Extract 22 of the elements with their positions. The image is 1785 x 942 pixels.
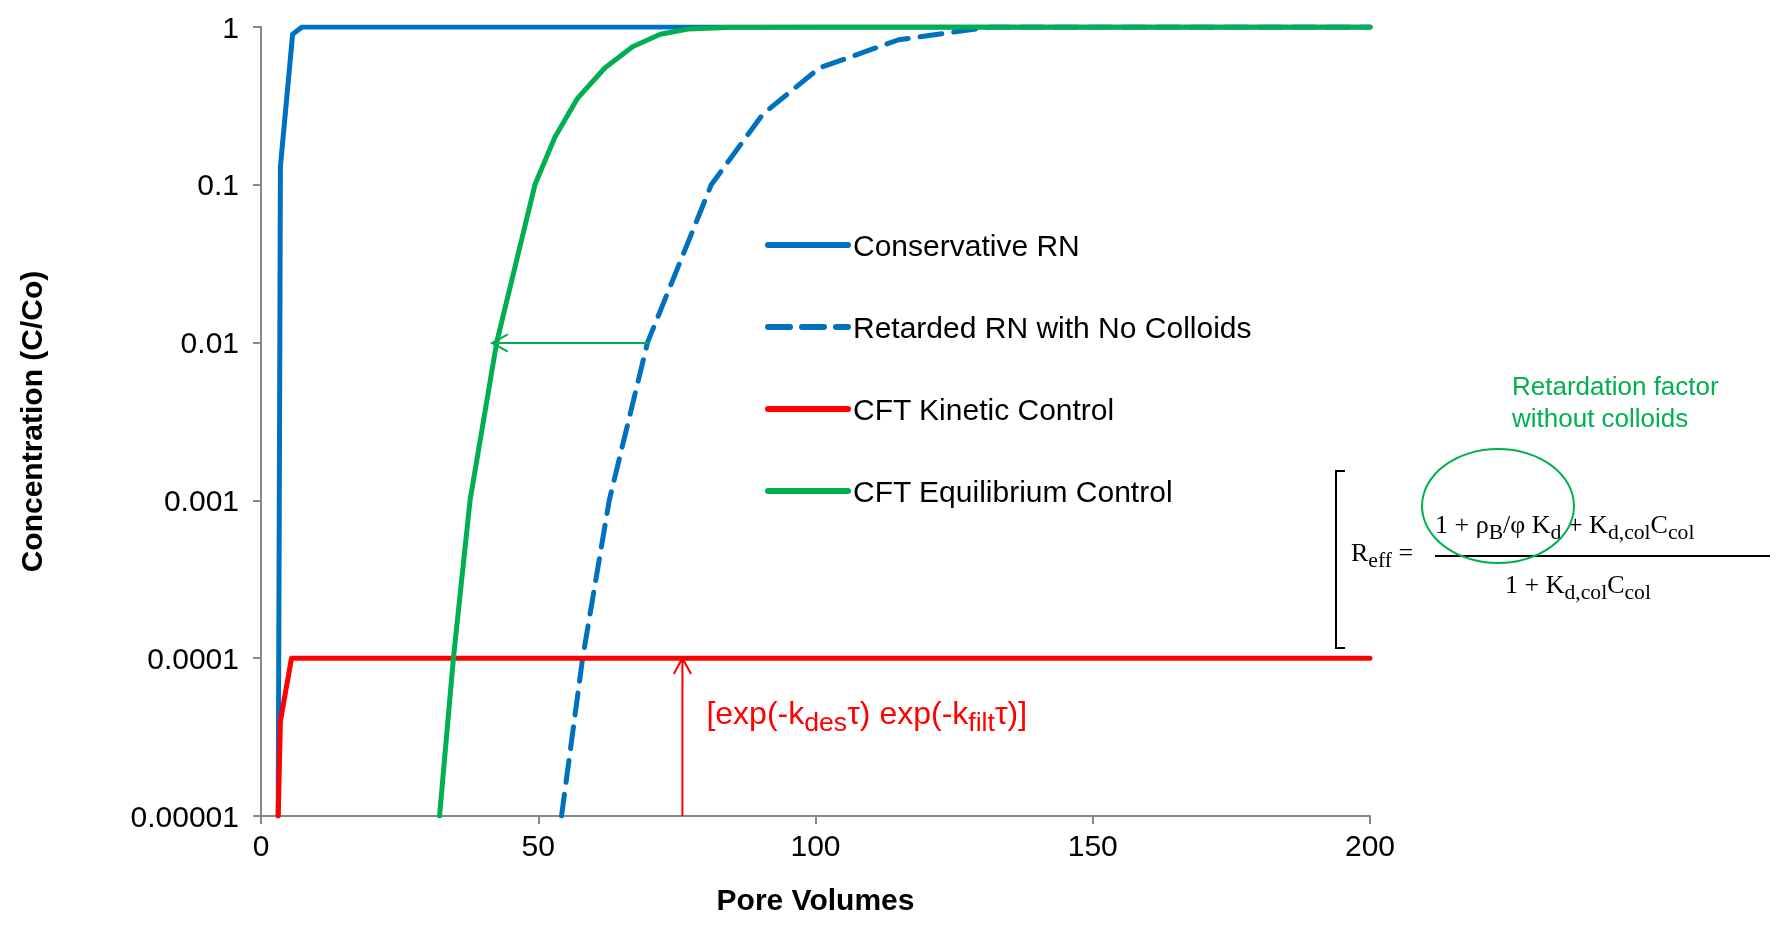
annotation: [exp(-k$_{des}$τ) exp(-k$_{filt}$τ)] <box>706 695 1028 739</box>
x-tick-label: 100 <box>790 828 841 862</box>
y-tick-label: 0.01 <box>180 326 239 360</box>
y-tick-label: 1 <box>222 10 239 44</box>
text: 1 + K$_{d,col}$C$_{col}$ <box>1505 570 1651 606</box>
x-tick-label: 200 <box>1344 828 1396 862</box>
y-tick-label: 0.00001 <box>130 799 239 833</box>
y-tick-label: 0.001 <box>163 483 239 517</box>
legend-label: Conservative RN <box>853 228 1080 262</box>
x-tick-label: 150 <box>1067 828 1118 862</box>
text: Retardation factor without colloids <box>1512 370 1720 434</box>
text: 1 + ρ$_{B}$/φ K$_{d}$ + K$_{d,col}$C$_{col}$ <box>1435 510 1695 546</box>
x-tick-label: 0 <box>252 828 270 862</box>
annotation: R$_{eff}$ = <box>1351 538 1414 574</box>
x-axis-title: Pore Volumes <box>716 882 915 916</box>
y-tick-label: 0.1 <box>197 168 239 202</box>
legend-label: CFT Kinetic Control <box>853 392 1115 426</box>
legend-label: CFT Equilibrium Control <box>853 474 1173 508</box>
y-axis-title: Concentration (C/Co) <box>14 270 48 573</box>
legend-label: Retarded RN with No Colloids <box>853 310 1252 344</box>
y-tick-label: 0.0001 <box>147 641 239 675</box>
x-tick-label: 50 <box>521 828 555 862</box>
